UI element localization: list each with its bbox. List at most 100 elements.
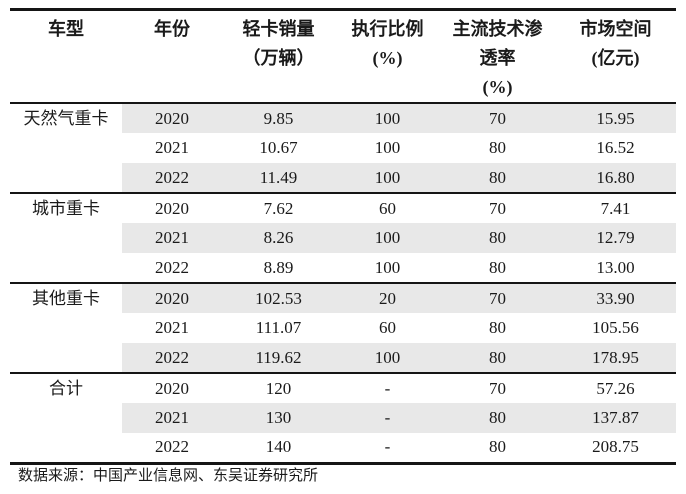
market-space-cell: 105.56 xyxy=(592,318,639,337)
table-row: 2022 11.49 100 80 16.80 xyxy=(10,163,676,193)
market-space-cell: 7.41 xyxy=(600,198,631,218)
group-label-natural-gas-heavy-truck: 天然气重卡 xyxy=(10,103,122,193)
year-cell: 2020 xyxy=(155,198,189,218)
column-header-line: (亿元) xyxy=(591,48,640,68)
penetration-rate-cell: 80 xyxy=(489,318,506,337)
column-header-line: 主流技术渗 xyxy=(452,19,543,39)
penetration-rate-cell: 80 xyxy=(489,138,506,157)
execution-ratio-cell: 60 xyxy=(379,198,396,218)
penetration-rate-cell: 80 xyxy=(440,163,555,193)
column-header-line: 执行比例 xyxy=(351,19,424,39)
group-label-other-heavy-truck: 其他重卡 xyxy=(10,283,122,373)
execution-ratio-cell: 60 xyxy=(379,318,396,337)
market-space-cell: 15.95 xyxy=(555,103,676,133)
group-natural-gas-heavy-truck: 天然气重卡 2020 9.85 100 70 15.95 2021 10.67 100 80 16.… xyxy=(10,103,676,193)
execution-ratio-cell: - xyxy=(384,437,391,457)
sales-cell: 10.67 xyxy=(259,138,298,157)
data-source-note: 数据来源：中国产业信息网、东吴证券研究所 xyxy=(18,468,319,484)
column-header-line: 市场空间 xyxy=(579,19,652,39)
execution-ratio-cell: 100 xyxy=(335,223,440,253)
year-cell: 2020 xyxy=(122,283,222,313)
table-wrap: 车型 年份 轻卡销量 （万辆） 执行比例 (%) 主流技术渗透率 (%) 市场空间 (亿元) 天然… xyxy=(10,8,676,465)
execution-ratio-cell: 100 xyxy=(374,257,401,277)
group-other-heavy-truck: 其他重卡 2020 102.53 20 70 33.90 2021 111.07 60 80 105… xyxy=(10,283,676,373)
column-header-line: (%) xyxy=(482,77,513,97)
execution-ratio-cell: - xyxy=(384,378,391,398)
group-urban-heavy-truck: 城市重卡 2020 7.62 60 70 7.41 2021 8.26 100 80 12.79 20… xyxy=(10,193,676,283)
execution-ratio-cell: 100 xyxy=(335,103,440,133)
execution-ratio-cell: 100 xyxy=(374,138,401,157)
penetration-rate-cell: 80 xyxy=(489,257,506,277)
market-space-cell: 178.95 xyxy=(555,343,676,373)
table-row: 2022 119.62 100 80 178.95 xyxy=(10,343,676,373)
column-header-line: 年份 xyxy=(154,19,190,39)
penetration-rate-cell: 80 xyxy=(440,403,555,433)
penetration-rate-cell: 80 xyxy=(440,343,555,373)
penetration-rate-cell: 80 xyxy=(489,437,506,457)
execution-ratio-cell: - xyxy=(335,403,440,433)
market-space-cell: 33.90 xyxy=(555,283,676,313)
table-row: 2021 130-80 137.87 xyxy=(10,403,676,433)
penetration-rate-cell: 70 xyxy=(489,378,506,398)
sales-cell: 120 xyxy=(265,378,292,398)
year-cell: 2022 xyxy=(155,437,189,457)
market-space-cell: 13.00 xyxy=(596,257,635,277)
sales-cell: 7.62 xyxy=(263,198,294,218)
table-row: 2022 140 - 80 208.75 xyxy=(10,433,676,463)
column-header-line: (%) xyxy=(372,48,403,68)
sales-cell: 119.62 xyxy=(222,343,335,373)
table-row: 2022 8.89 100 80 13.00 xyxy=(10,253,676,283)
year-cell: 2021 xyxy=(155,318,189,337)
column-header-year: 年份 xyxy=(122,10,222,104)
penetration-rate-cell: 70 xyxy=(489,198,506,218)
year-cell: 2022 xyxy=(155,257,189,277)
column-header-light-truck-sales: 轻卡销量 （万辆） xyxy=(222,10,335,104)
sales-cell: 11.49 xyxy=(222,163,335,193)
execution-ratio-cell: 20 xyxy=(335,283,440,313)
year-cell: 2021 xyxy=(155,138,189,157)
sales-cell: 8.26 xyxy=(222,223,335,253)
penetration-rate-cell: 70 xyxy=(440,283,555,313)
table-row: 2021 111.07 60 80 105.56 xyxy=(10,313,676,343)
sales-cell: 8.89 xyxy=(263,257,294,277)
sales-cell: 140 xyxy=(265,437,292,457)
table-row: 2021 8.26 100 80 12.79 xyxy=(10,223,676,253)
column-header-vehicle-type: 车型 xyxy=(10,10,122,104)
table-row: 天然气重卡 2020 9.85 100 70 15.95 xyxy=(10,103,676,193)
table-header: 车型 年份 轻卡销量 （万辆） 执行比例 (%) 主流技术渗透率 (%) 市场空间 (亿元) xyxy=(10,10,676,104)
execution-ratio-cell: 100 xyxy=(335,163,440,193)
table-row: 2021 10.67 100 80 16.52 xyxy=(10,133,676,163)
column-header-line: （万辆） xyxy=(242,48,315,68)
table-row: 合计 2020 120 - 70 57.26 xyxy=(10,373,676,463)
market-space-cell: 16.80 xyxy=(555,163,676,193)
year-cell: 2020 xyxy=(122,103,222,133)
sales-cell: 102.53 xyxy=(222,283,335,313)
market-space-cell: 57.26 xyxy=(596,378,635,398)
column-header-line: 车型 xyxy=(48,19,84,39)
market-space-cell: 16.52 xyxy=(596,138,635,157)
market-space-cell: 137.87 xyxy=(555,403,676,433)
penetration-rate-cell: 70 xyxy=(440,103,555,133)
data-table: 车型 年份 轻卡销量 （万辆） 执行比例 (%) 主流技术渗透率 (%) 市场空间 (亿元) 天然… xyxy=(10,8,676,465)
group-label-total: 合计 xyxy=(10,373,122,463)
year-cell: 2022 xyxy=(122,163,222,193)
market-space-cell: 208.75 xyxy=(592,437,639,457)
column-header-penetration-rate: 主流技术渗透率 (%) xyxy=(440,10,555,104)
sales-cell: 111.07 xyxy=(255,318,302,337)
execution-ratio-cell: 100 xyxy=(335,343,440,373)
year-cell: 2021 xyxy=(122,403,222,433)
year-cell: 2021 xyxy=(122,223,222,253)
market-space-cell: 12.79 xyxy=(555,223,676,253)
sales-cell: 9.85 xyxy=(222,103,335,133)
year-cell: 2020 xyxy=(155,378,189,398)
column-header-line: 透率 xyxy=(479,48,516,68)
table-row: 其他重卡 2020 102.53 20 70 33.90 xyxy=(10,283,676,373)
column-header-line: 轻卡销量 xyxy=(242,19,315,39)
group-label-urban-heavy-truck: 城市重卡 xyxy=(10,193,122,283)
column-header-market-space: 市场空间 (亿元) xyxy=(555,10,676,104)
table-row: 城市重卡 2020 7.62 60 70 7.41 xyxy=(10,193,676,283)
sales-cell: 130 xyxy=(222,403,335,433)
header-row: 车型 年份 轻卡销量 （万辆） 执行比例 (%) 主流技术渗透率 (%) 市场空间 (亿元) xyxy=(10,10,676,104)
group-total: 合计 2020 120-70 57.26 2021 130-80 137.87 2022 140… xyxy=(10,373,676,463)
